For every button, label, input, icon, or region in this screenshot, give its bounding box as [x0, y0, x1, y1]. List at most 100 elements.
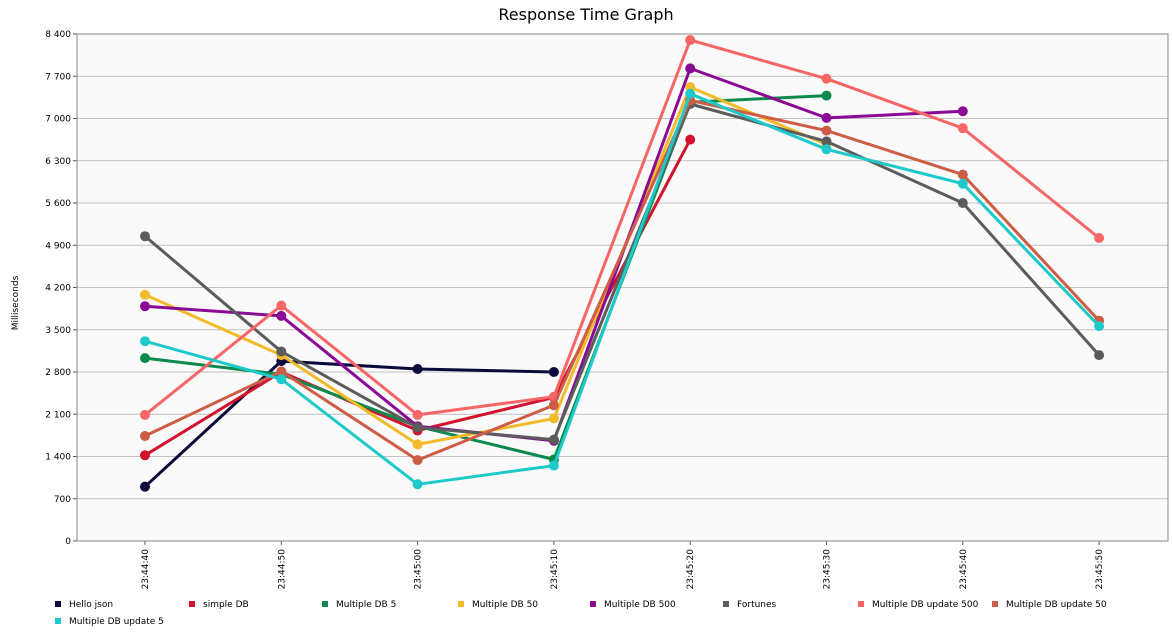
legend-item-multiple-db-update-50: Multiple DB update 50 — [992, 598, 1107, 612]
data-point-multiple-db-update-50 — [957, 169, 968, 180]
data-point-multiple-db-5 — [140, 353, 150, 364]
data-point-fortunes — [957, 198, 968, 208]
y-axis-label: Milliseconds — [11, 275, 21, 330]
legend-swatch — [992, 600, 998, 607]
x-tick-label: 23:44:40 — [141, 549, 151, 590]
data-point-multiple-db-update-50 — [140, 430, 150, 441]
legend-swatch — [55, 617, 61, 624]
y-tick-label: 3 500 — [45, 326, 71, 336]
data-point-simple-db — [685, 134, 696, 145]
x-tick-label: 23:44:50 — [277, 549, 287, 590]
x-tick-label: 23:45:40 — [959, 549, 969, 590]
data-point-multiple-db-update-500 — [140, 409, 150, 420]
data-point-multiple-db-update-5 — [1094, 321, 1105, 332]
series-line-hello-json — [143, 359, 556, 489]
data-point-hello-json — [412, 363, 423, 374]
data-point-multiple-db-update-500 — [412, 409, 423, 420]
data-point-multiple-db-update-50 — [276, 366, 287, 377]
data-point-multiple-db-update-500 — [821, 73, 832, 84]
data-point-multiple-db-500 — [957, 106, 968, 117]
legend-label: Multiple DB 50 — [472, 600, 539, 610]
legend-label: simple DB — [203, 600, 249, 610]
series-line-multiple-db-update-50 — [143, 98, 1101, 462]
legend-item-multiple-db-5: Multiple DB 5 — [322, 598, 396, 612]
legend-label: Multiple DB update 500 — [872, 600, 979, 610]
data-point-multiple-db-update-5 — [276, 374, 287, 385]
data-point-multiple-db-update-5 — [140, 336, 150, 347]
y-tick-label: 7 000 — [45, 115, 71, 125]
y-tick-label: 8 400 — [45, 30, 71, 40]
data-point-multiple-db-50 — [140, 289, 150, 300]
data-point-multiple-db-500 — [140, 301, 150, 312]
x-tick-label: 23:45:20 — [686, 549, 696, 590]
legend-item-simple-db: simple DB — [189, 598, 249, 612]
y-tick-label: 700 — [54, 495, 71, 505]
data-point-multiple-db-update-5 — [821, 144, 832, 155]
data-point-multiple-db-update-50 — [412, 455, 423, 466]
data-point-multiple-db-50 — [548, 413, 559, 424]
legend-label: Hello json — [69, 600, 114, 610]
legend-label: Multiple DB 5 — [336, 600, 397, 610]
legend-swatch — [458, 600, 464, 607]
data-point-multiple-db-update-500 — [685, 35, 696, 46]
legend-swatch — [723, 600, 729, 607]
legend-item-multiple-db-50: Multiple DB 50 — [458, 598, 538, 612]
legend-swatch — [55, 600, 61, 607]
data-point-fortunes — [412, 422, 423, 433]
x-tick-label: 23:45:30 — [823, 549, 833, 590]
data-point-hello-json — [548, 367, 559, 377]
legend-label: Fortunes — [737, 600, 777, 610]
legend-item-multiple-db-update-5: Multiple DB update 5 — [55, 615, 164, 629]
legend-item-multiple-db-update-500: Multiple DB update 500 — [858, 598, 978, 612]
series-line-multiple-db-update-5 — [143, 92, 1101, 486]
data-point-multiple-db-update-50 — [821, 125, 832, 136]
legend-item-fortunes: Fortunes — [723, 598, 776, 612]
y-tick-label: 0 — [65, 537, 71, 547]
y-tick-label: 6 300 — [45, 157, 71, 167]
data-point-multiple-db-update-500 — [957, 123, 968, 134]
data-point-fortunes — [821, 136, 832, 147]
legend-item-hello-json: Hello json — [55, 598, 113, 612]
x-tick-label: 23:45:50 — [1095, 549, 1105, 590]
data-point-simple-db — [140, 450, 150, 461]
data-point-fortunes — [1094, 350, 1105, 361]
legend-swatch — [858, 600, 864, 607]
response-time-chart: Response Time Graph Milliseconds 0 700 1 4… — [11, 5, 1169, 590]
data-point-hello-json — [140, 481, 150, 492]
data-point-multiple-db-500 — [821, 112, 832, 123]
data-point-multiple-db-500 — [276, 310, 287, 321]
series-line-fortunes — [143, 102, 1101, 442]
legend-item-multiple-db-500: Multiple DB 500 — [590, 598, 676, 612]
data-point-multiple-db-update-5 — [548, 460, 559, 471]
legend-label: Multiple DB 500 — [604, 600, 676, 610]
data-point-multiple-db-update-5 — [957, 178, 968, 189]
y-tick-label: 5 600 — [45, 199, 71, 209]
legend-swatch — [189, 600, 195, 607]
x-tick-label: 23:45:10 — [550, 549, 560, 590]
chart-title: Response Time Graph — [498, 5, 673, 24]
data-point-multiple-db-500 — [685, 63, 696, 74]
legend-swatch — [590, 600, 596, 607]
legend-label: Multiple DB update 5 — [69, 617, 164, 627]
data-point-multiple-db-update-50 — [548, 400, 559, 411]
data-point-multiple-db-50 — [412, 439, 423, 450]
data-point-multiple-db-update-5 — [412, 479, 423, 490]
plot-border — [76, 33, 1169, 542]
data-point-multiple-db-update-5 — [685, 88, 696, 99]
series-line-multiple-db-update-500 — [143, 38, 1101, 417]
x-tick-label: 23:45:00 — [414, 549, 424, 590]
data-point-fortunes — [276, 346, 287, 357]
data-point-multiple-db-update-500 — [1094, 233, 1105, 244]
data-point-fortunes — [548, 434, 559, 445]
y-tick-label: 2 800 — [45, 368, 71, 378]
y-tick-label: 7 700 — [45, 72, 71, 82]
data-point-fortunes — [140, 231, 150, 242]
legend-label: Multiple DB update 50 — [1006, 600, 1107, 610]
y-tick-label: 1 400 — [45, 453, 71, 463]
plot-area: 0 700 1 400 2 100 2 800 3 500 4 200 4 900 5 600 6… — [45, 30, 1169, 590]
data-point-multiple-db-update-500 — [276, 300, 287, 311]
y-tick-label: 2 100 — [45, 410, 71, 420]
y-tick-label: 4 200 — [45, 284, 71, 294]
data-point-multiple-db-5 — [821, 90, 832, 101]
y-tick-label: 4 900 — [45, 241, 71, 251]
